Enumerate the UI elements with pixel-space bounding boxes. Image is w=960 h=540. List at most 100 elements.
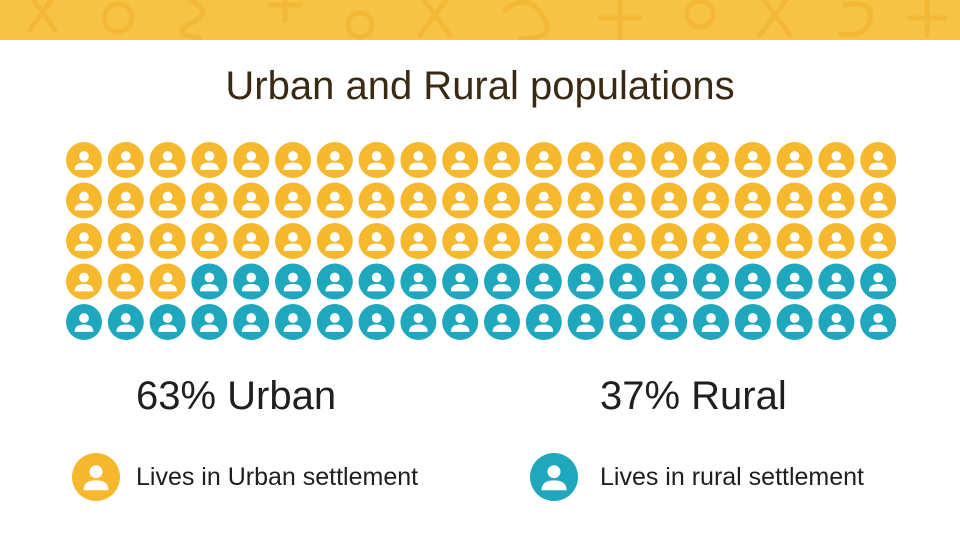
urban-person-icon	[358, 182, 395, 219]
rural-person-icon	[776, 304, 813, 340]
urban-person-icon	[693, 223, 729, 259]
rural-person-icon	[525, 304, 562, 340]
urban-person-icon	[442, 223, 479, 259]
rural-person-icon	[525, 263, 562, 300]
rural-person-icon	[358, 263, 395, 300]
urban-person-icon	[776, 182, 813, 219]
urban-person-icon	[400, 182, 437, 219]
urban-person-icon	[358, 223, 395, 259]
rural-person-icon	[860, 304, 897, 340]
urban-person-icon	[567, 142, 604, 178]
urban-person-icon	[609, 182, 646, 219]
urban-person-icon	[442, 182, 479, 219]
rural-person-icon	[734, 304, 771, 340]
rural-person-icon	[860, 263, 897, 300]
rural-person-icon	[233, 304, 270, 340]
urban-person-icon	[233, 142, 270, 178]
urban-person-icon	[316, 223, 353, 259]
urban-person-icon	[484, 142, 520, 178]
urban-person-icon	[66, 182, 102, 219]
rural-person-icon	[275, 304, 311, 340]
rural-person-icon	[484, 263, 520, 300]
urban-person-icon	[149, 182, 186, 219]
rural-person-icon	[484, 304, 520, 340]
urban-person-icon	[525, 223, 562, 259]
rural-person-icon	[191, 263, 228, 300]
urban-person-icon	[66, 223, 102, 259]
urban-person-icon	[818, 223, 855, 259]
urban-person-icon	[818, 142, 855, 178]
rural-person-icon	[107, 304, 144, 340]
urban-person-icon	[651, 142, 688, 178]
urban-person-icon	[860, 223, 897, 259]
urban-person-icon	[358, 142, 395, 178]
urban-person-icon	[275, 223, 311, 259]
rural-person-icon	[66, 304, 102, 340]
urban-person-icon	[693, 142, 729, 178]
urban-person-icon	[651, 223, 688, 259]
rural-person-icon	[567, 304, 604, 340]
urban-person-icon	[316, 182, 353, 219]
urban-stat: 63% Urban	[136, 374, 337, 418]
urban-person-icon	[233, 223, 270, 259]
urban-person-icon	[66, 142, 102, 178]
urban-person-icon	[609, 142, 646, 178]
rural-person-icon	[693, 263, 729, 300]
urban-person-icon	[567, 182, 604, 219]
urban-person-icon	[149, 263, 186, 300]
urban-person-icon	[693, 182, 729, 219]
rural-person-icon	[818, 263, 855, 300]
urban-person-icon	[107, 263, 144, 300]
urban-person-icon	[818, 182, 855, 219]
urban-person-icon	[107, 223, 144, 259]
rural-person-icon	[149, 304, 186, 340]
urban-person-icon	[525, 142, 562, 178]
urban-person-icon	[107, 182, 144, 219]
urban-person-icon	[734, 223, 771, 259]
math-symbols-pattern-icon	[0, 0, 960, 40]
urban-person-icon	[191, 142, 228, 178]
rural-stat: 37% Rural	[600, 374, 787, 418]
rural-person-icon	[442, 263, 479, 300]
urban-person-icon	[734, 142, 771, 178]
rural-person-icon	[651, 304, 688, 340]
urban-person-icon	[400, 223, 437, 259]
urban-person-icon	[275, 142, 311, 178]
urban-person-icon	[316, 142, 353, 178]
rural-person-icon	[233, 263, 270, 300]
rural-person-icon	[776, 263, 813, 300]
urban-person-icon	[442, 142, 479, 178]
rural-person-icon	[275, 263, 311, 300]
urban-person-icon	[107, 142, 144, 178]
urban-person-icon	[734, 182, 771, 219]
urban-person-icon	[860, 182, 897, 219]
rural-person-icon	[442, 304, 479, 340]
rural-legend-label: Lives in rural settlement	[600, 463, 865, 491]
urban-legend-person-icon	[72, 453, 120, 501]
urban-person-icon	[149, 223, 186, 259]
rural-person-icon	[316, 263, 353, 300]
rural-person-icon	[734, 263, 771, 300]
urban-person-icon	[651, 182, 688, 219]
urban-person-icon	[567, 223, 604, 259]
rural-person-icon	[400, 263, 437, 300]
urban-person-icon	[191, 223, 228, 259]
rural-person-icon	[651, 263, 688, 300]
urban-person-icon	[275, 182, 311, 219]
urban-person-icon	[191, 182, 228, 219]
urban-person-icon	[860, 142, 897, 178]
urban-person-icon	[609, 223, 646, 259]
rural-person-icon	[358, 304, 395, 340]
top-banner	[0, 0, 960, 40]
rural-legend-person-icon	[530, 453, 578, 501]
urban-person-icon	[776, 142, 813, 178]
rural-person-icon	[191, 304, 228, 340]
urban-person-icon	[66, 263, 102, 300]
urban-legend-label: Lives in Urban settlement	[136, 463, 419, 491]
rural-person-icon	[818, 304, 855, 340]
slide-title: Urban and Rural populations	[225, 64, 735, 108]
rural-person-icon	[316, 304, 353, 340]
rural-person-icon	[400, 304, 437, 340]
urban-person-icon	[776, 223, 813, 259]
